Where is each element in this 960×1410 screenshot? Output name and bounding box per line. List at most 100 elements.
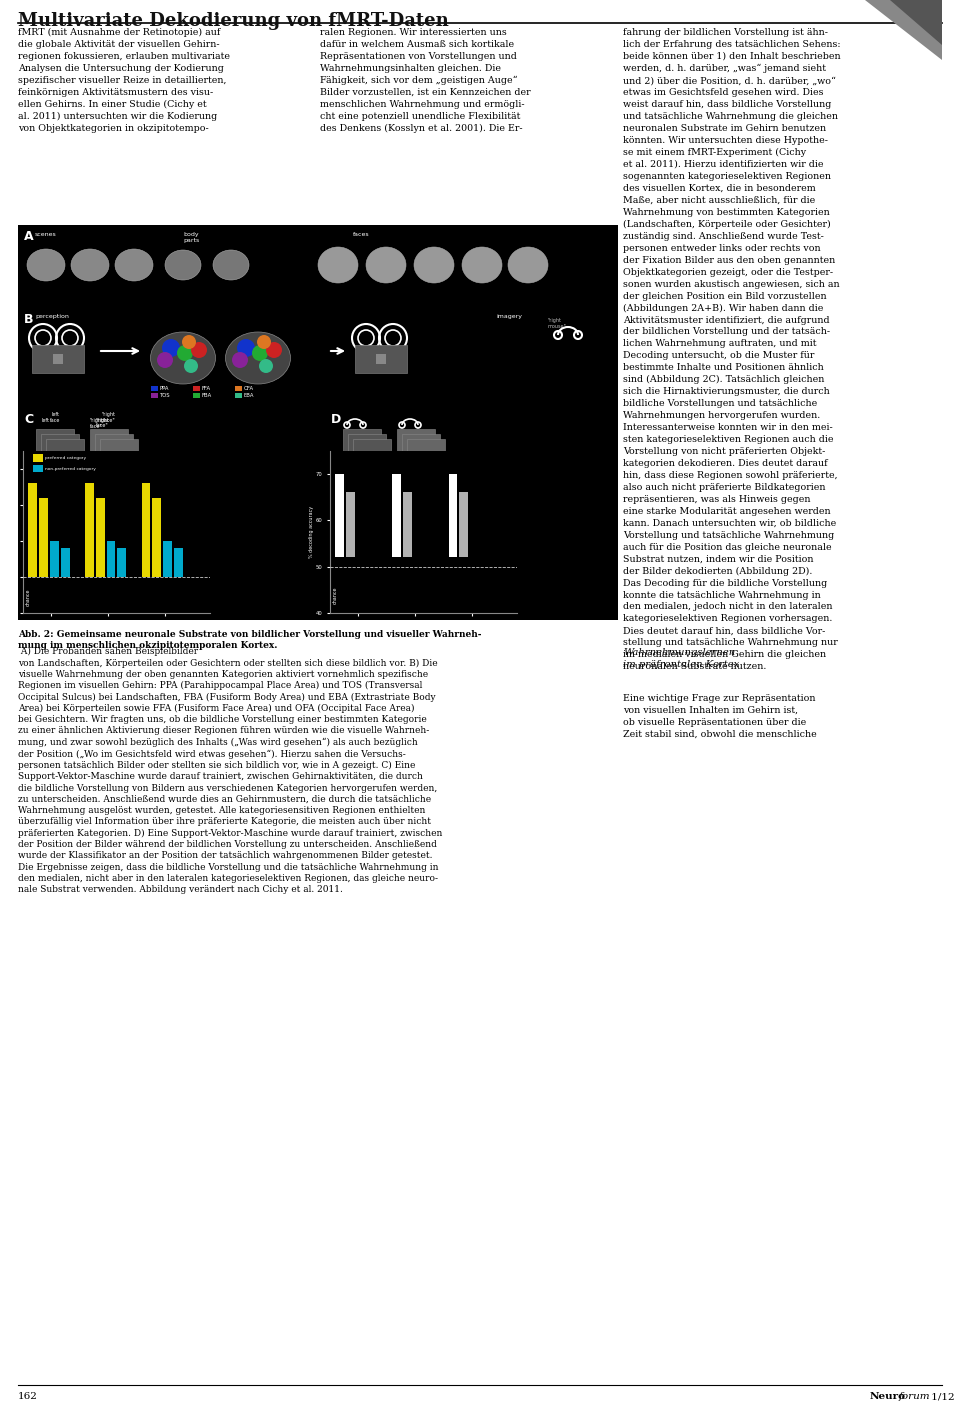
Text: chance: chance — [332, 587, 337, 603]
Bar — [28, 484, 37, 577]
Bar — [46, 491, 84, 523]
Circle shape — [266, 343, 282, 358]
Bar — [193, 393, 200, 398]
Bar — [33, 454, 43, 461]
Text: FBA: FBA — [202, 393, 212, 398]
Bar — [407, 491, 445, 523]
Text: TOS: TOS — [160, 393, 171, 398]
Bar — [355, 345, 407, 374]
Circle shape — [184, 360, 198, 374]
Text: A) Die Probanden sahen Beispielbilder
von Landschaften, Körperteilen oder Gesich: A) Die Probanden sahen Beispielbilder vo… — [18, 647, 443, 894]
Y-axis label: % decoding accuracy: % decoding accuracy — [2, 506, 7, 558]
Text: non-preferred category: non-preferred category — [45, 467, 96, 471]
Text: ralen Regionen. Wir interessierten uns
dafür in welchem Ausmaß sich kortikale
Re: ralen Regionen. Wir interessierten uns d… — [320, 28, 531, 133]
Text: 162: 162 — [18, 1392, 37, 1402]
Ellipse shape — [151, 331, 215, 384]
Text: Wahrnehmungslernen
im präfrontalen Kortex: Wahrnehmungslernen im präfrontalen Korte… — [623, 649, 739, 668]
Ellipse shape — [226, 331, 291, 384]
Bar — [376, 354, 386, 364]
Text: imagery: imagery — [496, 314, 522, 319]
Text: perception: perception — [35, 314, 69, 319]
Ellipse shape — [318, 247, 358, 283]
Bar — [153, 498, 161, 577]
Text: D: D — [331, 413, 341, 426]
Bar — [163, 541, 172, 577]
Text: chance: chance — [25, 588, 31, 606]
Ellipse shape — [27, 250, 65, 281]
Bar — [407, 439, 445, 471]
Bar — [460, 492, 468, 557]
Ellipse shape — [115, 250, 153, 281]
Bar — [41, 486, 79, 517]
Bar — [348, 434, 386, 465]
Bar — [50, 541, 59, 577]
Bar — [117, 548, 127, 577]
Bar — [402, 434, 440, 465]
Bar — [343, 429, 381, 461]
Bar — [174, 548, 183, 577]
Bar — [335, 474, 344, 557]
Polygon shape — [865, 0, 942, 61]
Bar — [60, 548, 69, 577]
Circle shape — [257, 336, 271, 350]
Bar — [90, 481, 128, 513]
Bar — [36, 429, 74, 461]
Text: "right
mouse": "right mouse" — [548, 319, 566, 329]
Bar — [151, 393, 158, 398]
Bar — [397, 429, 435, 461]
Polygon shape — [890, 0, 942, 45]
Ellipse shape — [213, 250, 249, 281]
Bar — [397, 481, 435, 513]
Bar — [32, 345, 84, 374]
Text: fahrung der bildlichen Vorstellung ist ähn-
lich der Erfahrung des tatsächlichen: fahrung der bildlichen Vorstellung ist ä… — [623, 28, 841, 671]
Circle shape — [252, 345, 268, 361]
Bar — [33, 465, 43, 472]
Circle shape — [259, 360, 273, 374]
Ellipse shape — [165, 250, 201, 281]
Bar — [39, 498, 48, 577]
Bar — [100, 491, 138, 523]
Bar — [96, 498, 105, 577]
Text: PPA: PPA — [160, 386, 170, 391]
Ellipse shape — [71, 250, 109, 281]
Text: B: B — [24, 313, 34, 326]
Text: A: A — [24, 230, 34, 243]
Y-axis label: % decoding accuracy: % decoding accuracy — [309, 506, 314, 558]
Bar — [392, 474, 400, 557]
Text: Abb. 2: Gemeinsame neuronale Substrate von bildlicher Vorstellung und visueller : Abb. 2: Gemeinsame neuronale Substrate v… — [18, 630, 482, 650]
Text: "right
face": "right face" — [102, 412, 116, 423]
Bar — [53, 354, 63, 364]
Bar — [402, 486, 440, 517]
Circle shape — [177, 345, 193, 361]
Bar — [100, 439, 138, 471]
Ellipse shape — [414, 247, 454, 283]
Circle shape — [182, 336, 196, 350]
Text: scenes: scenes — [35, 233, 57, 237]
Bar — [448, 474, 457, 557]
Bar — [235, 386, 242, 391]
Text: "right
face": "right face" — [96, 417, 110, 429]
Circle shape — [157, 352, 173, 368]
Text: OFA: OFA — [244, 386, 254, 391]
Bar — [402, 492, 412, 557]
Text: C: C — [24, 413, 34, 426]
Ellipse shape — [462, 247, 502, 283]
Circle shape — [232, 352, 248, 368]
Bar — [46, 439, 84, 471]
Text: "right
face": "right face" — [90, 417, 104, 429]
Bar — [343, 481, 381, 513]
Circle shape — [162, 338, 180, 357]
Text: preferred category: preferred category — [45, 455, 86, 460]
Ellipse shape — [366, 247, 406, 283]
Text: 1/12: 1/12 — [928, 1392, 954, 1402]
Bar — [95, 434, 133, 465]
Bar — [36, 481, 74, 513]
Text: faces: faces — [353, 233, 370, 237]
Text: left
face: left face — [50, 412, 60, 423]
Text: FFA: FFA — [202, 386, 211, 391]
Text: EBA: EBA — [244, 393, 254, 398]
Bar — [346, 492, 355, 557]
Text: Eine wichtige Frage zur Repräsentation
von visuellen Inhalten im Gehirn ist,
ob : Eine wichtige Frage zur Repräsentation v… — [623, 694, 817, 739]
Bar — [353, 491, 391, 523]
Text: "right
face": "right face" — [102, 464, 116, 475]
